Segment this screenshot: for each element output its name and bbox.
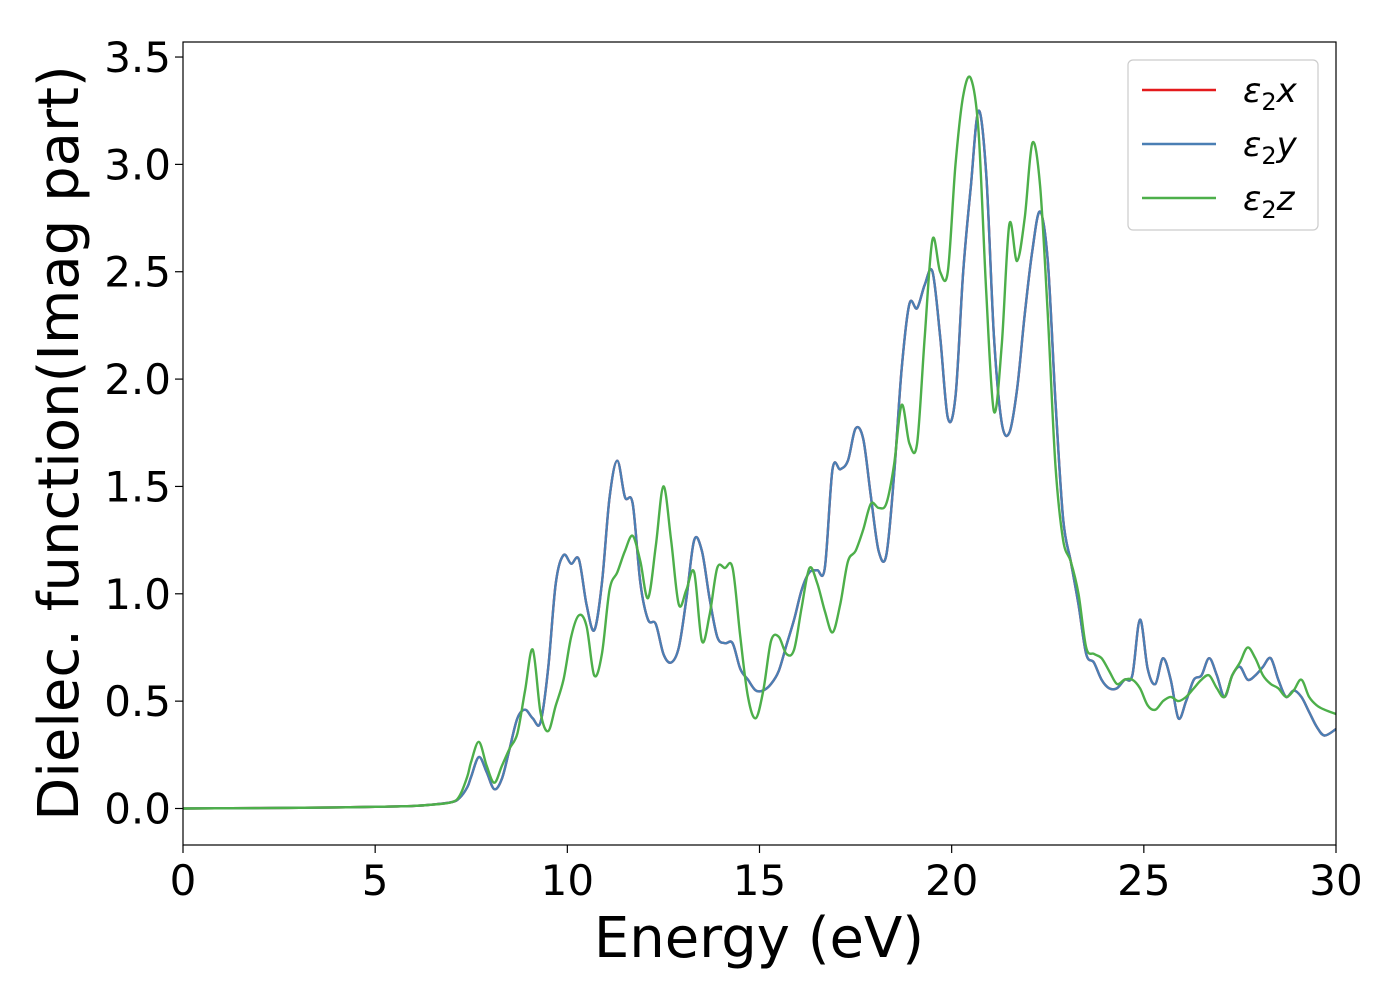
y-tick-label: 2.5 xyxy=(104,248,171,297)
x-tick-label: 15 xyxy=(733,856,786,905)
legend: ε2x ε2y ε2z xyxy=(1127,59,1319,231)
legend-label-z: ε2z xyxy=(1243,179,1296,224)
y-tick-label: 2.0 xyxy=(104,355,171,404)
x-tick-label: 0 xyxy=(170,856,197,905)
y-axis-label: Dielec. function(Imag part) xyxy=(27,65,92,821)
x-tick-label: 5 xyxy=(362,856,389,905)
series-layer xyxy=(183,75,1336,810)
x-axis-label: Energy (eV) xyxy=(594,906,924,971)
legend-label-x: ε2x xyxy=(1243,71,1298,116)
y-tick-label: 0.5 xyxy=(104,677,171,726)
y-tick-label: 1.0 xyxy=(104,570,171,619)
x-tick-label: 25 xyxy=(1117,856,1170,905)
series-line-z xyxy=(183,75,1336,810)
y-axis-ticks: 0.0 0.5 1.0 1.5 2.0 2.5 3.0 3.5 xyxy=(104,33,183,834)
y-tick-label: 3.0 xyxy=(104,140,171,189)
legend-box xyxy=(1127,59,1319,231)
x-tick-label: 10 xyxy=(541,856,594,905)
y-tick-label: 1.5 xyxy=(104,462,171,511)
x-tick-label: 30 xyxy=(1309,856,1362,905)
legend-label-y: ε2y xyxy=(1243,125,1298,170)
series-line-y xyxy=(183,109,1336,810)
y-tick-label: 0.0 xyxy=(104,785,171,834)
x-axis-ticks: 0 5 10 15 20 25 30 xyxy=(170,845,1363,905)
y-tick-label: 3.5 xyxy=(104,33,171,82)
x-tick-label: 20 xyxy=(925,856,978,905)
